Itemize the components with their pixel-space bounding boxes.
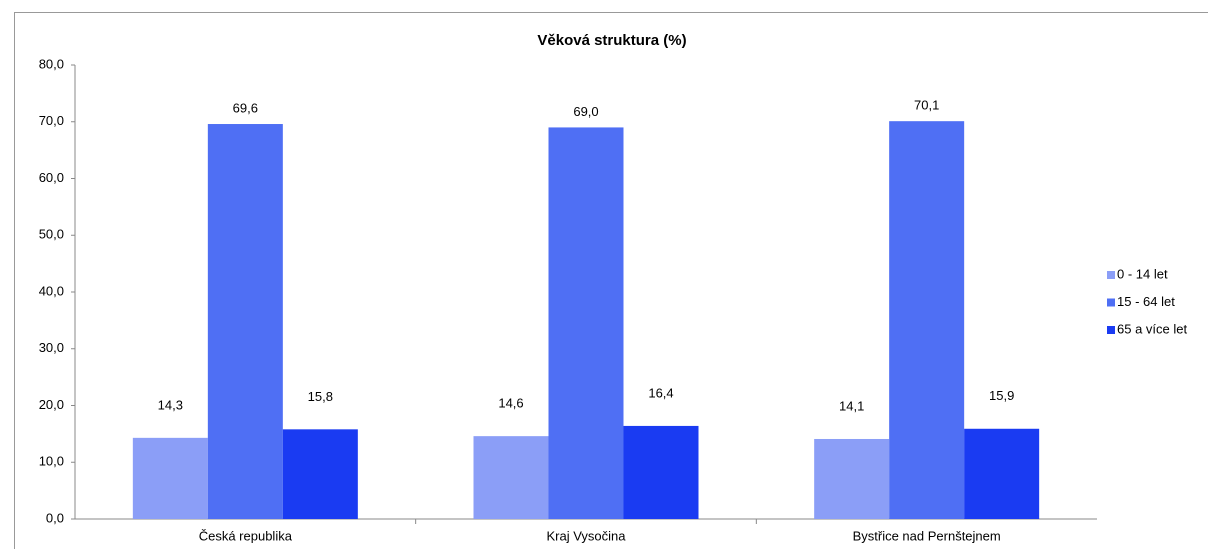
value-label: 16,4 — [648, 385, 673, 400]
bar — [964, 428, 1040, 519]
value-label: 14,6 — [498, 396, 523, 411]
value-label: 15,9 — [989, 388, 1014, 403]
y-tick-label: 80,0 — [39, 56, 64, 71]
bar — [282, 429, 358, 519]
legend-swatch — [1107, 271, 1115, 279]
chart-title: Věková struktura (%) — [537, 32, 686, 49]
x-tick-label: Česká republika — [199, 528, 293, 543]
bar — [889, 121, 965, 520]
value-label: 70,1 — [914, 98, 939, 113]
value-label: 15,8 — [308, 389, 333, 404]
bar — [814, 438, 890, 519]
bar — [548, 127, 624, 520]
value-label: 14,3 — [158, 397, 183, 412]
value-label: 69,6 — [233, 100, 258, 115]
value-label: 14,1 — [839, 398, 864, 413]
legend-swatch — [1107, 326, 1115, 334]
bar — [623, 425, 699, 519]
value-label: 69,0 — [573, 104, 598, 119]
y-tick-label: 30,0 — [39, 340, 64, 355]
x-tick-label: Kraj Vysočina — [547, 528, 627, 543]
bar — [132, 437, 208, 519]
legend-label: 65 a více let — [1117, 321, 1187, 336]
bar — [207, 124, 283, 520]
y-tick-label: 10,0 — [39, 454, 64, 469]
y-tick-label: 70,0 — [39, 113, 64, 128]
legend-label: 15 - 64 let — [1117, 294, 1175, 309]
y-tick-label: 0,0 — [46, 510, 64, 525]
x-tick-label: Bystřice nad Pernštejnem — [853, 528, 1001, 543]
y-tick-label: 40,0 — [39, 283, 64, 298]
legend-swatch — [1107, 298, 1115, 307]
bar — [473, 436, 549, 519]
y-tick-label: 60,0 — [39, 170, 64, 185]
y-tick-label: 50,0 — [39, 227, 64, 242]
y-tick-label: 20,0 — [39, 397, 64, 412]
legend-label: 0 - 14 let — [1117, 266, 1168, 281]
